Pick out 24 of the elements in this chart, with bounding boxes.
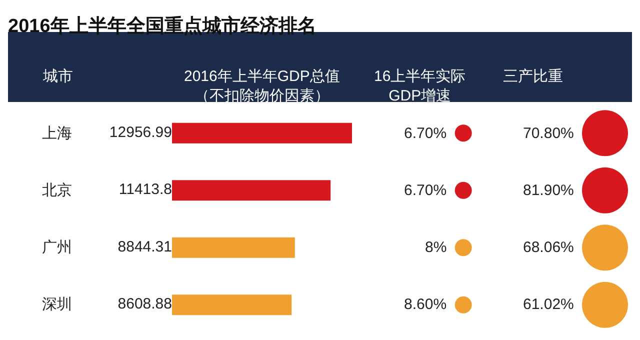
text: 6.70%: [404, 125, 447, 142]
text: 三产比重: [503, 68, 563, 85]
text: 16上半年实际GDP增速: [374, 68, 466, 104]
bar: [172, 294, 292, 316]
data-label: 12956.99: [109, 124, 172, 141]
data-label: 8844.31: [118, 238, 172, 256]
bar: [172, 180, 331, 201]
data-label: 8608.88: [118, 296, 172, 313]
y-tick-label: 深圳: [42, 296, 72, 313]
text: 6.70%: [404, 182, 447, 199]
text: 8%: [425, 239, 447, 256]
text: 70.80%: [523, 125, 574, 142]
bar: [172, 122, 352, 144]
y-tick-label: 广州: [42, 239, 72, 256]
y-tick-label: 上海: [42, 125, 72, 142]
data-label: 11413.8: [118, 181, 172, 198]
text: 61.02%: [523, 296, 574, 313]
y-axis-title: 城市: [42, 68, 73, 85]
bar: [172, 237, 295, 258]
text: 8.60%: [404, 296, 447, 313]
text: 81.90%: [523, 182, 574, 199]
chart-title: 2016年上半年全国重点城市经济排名: [8, 15, 316, 37]
text: 68.06%: [523, 239, 574, 256]
y-tick-label: 北京: [42, 182, 72, 199]
